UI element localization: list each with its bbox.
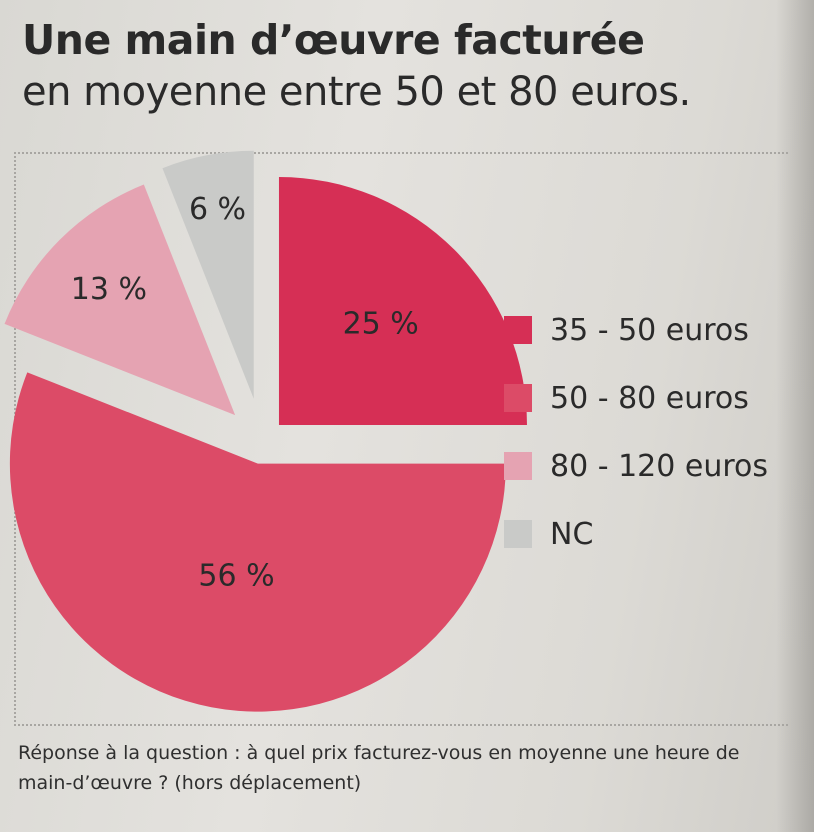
slice-80-120 [4, 184, 236, 416]
slice-80-120-label: 13 % [71, 272, 147, 307]
chart-caption: Réponse à la question : à quel prix fact… [18, 742, 740, 794]
slice-35-50-label: 25 % [343, 306, 419, 341]
chart-legend: 35 - 50 euros 50 - 80 euros 80 - 120 eur… [504, 310, 794, 582]
legend-label-80-120: 80 - 120 euros [550, 448, 768, 484]
slice-50-80 [9, 372, 506, 712]
legend-item-35-50: 35 - 50 euros [504, 310, 794, 350]
slice-nc [162, 150, 254, 399]
legend-item-nc: NC [504, 514, 794, 554]
chart-title-line1: Une main d’œuvre facturée [22, 16, 645, 64]
legend-swatch-50-80 [504, 384, 532, 412]
page-edge-shadow [776, 0, 814, 832]
slice-nc-label: 6 % [189, 192, 246, 227]
legend-swatch-nc [504, 520, 532, 548]
legend-label-35-50: 35 - 50 euros [550, 312, 749, 348]
chart-title-line2: en moyenne entre 50 et 80 euros. [22, 69, 691, 115]
legend-item-80-120: 80 - 120 euros [504, 446, 794, 486]
legend-label-nc: NC [550, 516, 594, 552]
legend-label-50-80: 50 - 80 euros [550, 380, 749, 416]
slice-35-50 [278, 177, 527, 426]
legend-item-50-80: 50 - 80 euros [504, 378, 794, 418]
legend-swatch-35-50 [504, 316, 532, 344]
legend-swatch-80-120 [504, 452, 532, 480]
slice-50-80-label: 56 % [198, 559, 274, 594]
chart-title: Une main d’œuvre facturée en moyenne ent… [22, 14, 762, 118]
